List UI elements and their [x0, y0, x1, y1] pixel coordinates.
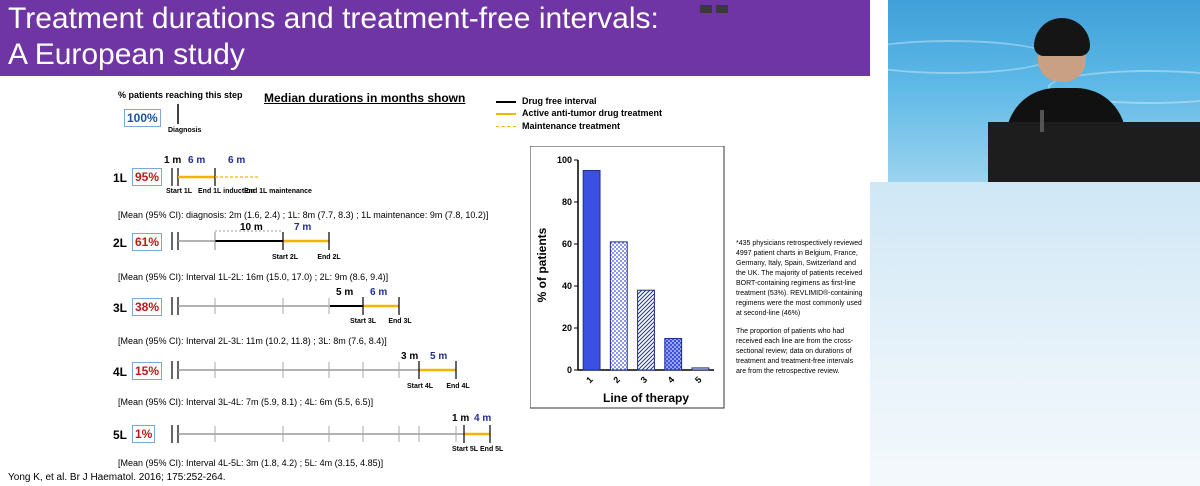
- background-ribbon: [888, 40, 1052, 74]
- y-tick-label: 60: [562, 239, 572, 249]
- legend-line-icon: [496, 126, 516, 128]
- legend-label: Drug free interval: [522, 96, 597, 106]
- row-label-5l: 5L: [113, 428, 128, 442]
- bar-2: [609, 241, 628, 371]
- legend-maintenance: Maintenance treatment: [496, 121, 620, 133]
- speaker-hair: [1034, 18, 1090, 56]
- x-tick-label: 3: [639, 375, 650, 386]
- bar-4: [664, 338, 683, 371]
- tick-label: End 1L maintenance: [244, 188, 312, 195]
- duration-label: 10 m: [240, 222, 263, 233]
- legend-drug-free: Drug free interval: [496, 96, 597, 108]
- x-tick-label: 4: [666, 375, 677, 386]
- duration-label: 5 m: [336, 287, 354, 298]
- duration-label: 7 m: [294, 222, 312, 233]
- pct-3l: 38%: [132, 298, 163, 316]
- mean-ci-5l: [Mean (95% CI): Interval 4L-5L: 3m (1.8,…: [118, 458, 384, 468]
- timeline-5l: [171, 425, 491, 443]
- timeline-3l: [171, 297, 400, 315]
- legend-label: Maintenance treatment: [522, 121, 621, 131]
- tick-label: End 4L: [446, 383, 470, 390]
- pct-5l: 1%: [132, 425, 156, 443]
- tick-label: Start 5L: [452, 446, 479, 453]
- slide-title-line-1: Treatment durations and treatment-free i…: [8, 2, 659, 35]
- x-axis-title: Line of therapy: [603, 391, 689, 405]
- pct-2l: 61%: [132, 233, 163, 251]
- row-label-1l: 1L: [113, 171, 128, 185]
- tick-label: Start 1L: [166, 188, 193, 195]
- pct-1l: 95%: [132, 168, 163, 186]
- slide: Treatment durations and treatment-free i…: [0, 0, 870, 483]
- tick-label: End 2L: [317, 254, 341, 261]
- stage-backdrop: [870, 182, 1200, 486]
- tick-label: Start 2L: [272, 254, 299, 261]
- x-tick-label: 1: [584, 375, 595, 386]
- timeline-2l: [171, 230, 330, 250]
- window-controls: [700, 0, 732, 13]
- x-tick-label: 2: [611, 375, 622, 386]
- duration-label: 4 m: [474, 413, 492, 424]
- control-icon: [700, 5, 712, 13]
- y-tick-label: 0: [567, 365, 572, 375]
- slide-title-line-2: A European study: [8, 38, 245, 71]
- podium: [988, 122, 1200, 182]
- median-label: Median durations in months shown: [264, 91, 466, 105]
- bar-1: [582, 170, 601, 371]
- timeline-1l: [171, 168, 258, 186]
- title-bar: Treatment durations and treatment-free i…: [0, 0, 870, 76]
- speaker-video: [888, 0, 1200, 182]
- timeline-graphic: [171, 104, 491, 443]
- y-axis-title: % of patients: [535, 227, 549, 302]
- duration-label: 3 m: [401, 351, 419, 362]
- background-ribbon: [1048, 70, 1200, 104]
- y-tick-label: 80: [562, 197, 572, 207]
- duration-label: 6 m: [228, 155, 246, 166]
- row-label-3l: 3L: [113, 301, 128, 315]
- tick-label: End 5L: [480, 446, 504, 453]
- footnote-paragraph-1: *435 physicians retrospectively reviewed…: [736, 240, 863, 317]
- duration-label: 1 m: [164, 155, 182, 166]
- x-tick-label: 5: [693, 375, 704, 386]
- bar-5: [691, 367, 710, 371]
- tick-label: End 3L: [388, 318, 412, 325]
- citation: Yong K, et al. Br J Haematol. 2016; 175:…: [8, 472, 226, 483]
- mean-ci-3l: [Mean (95% CI): Interval 2L-3L: 11m (10.…: [118, 336, 387, 346]
- bar-chart: 0 20 40 60 80 100 1 2 3 4 5 Line of therapy % of pat…: [530, 146, 725, 409]
- duration-label: 6 m: [370, 287, 388, 298]
- pct-diagnosis: 100%: [124, 109, 161, 127]
- legend-label: Active anti-tumor drug treatment: [522, 108, 663, 118]
- microphone-icon: [1040, 110, 1044, 132]
- legend-line-icon: [496, 100, 516, 103]
- mean-ci-4l: [Mean (95% CI): Interval 3L-4L: 7m (5.9,…: [118, 397, 374, 407]
- y-tick-label: 40: [562, 281, 572, 291]
- row-label-4l: 4L: [113, 365, 128, 379]
- pct-4l: 15%: [132, 362, 163, 380]
- duration-label: 5 m: [430, 351, 448, 362]
- footnote: *435 physicians retrospectively reviewed…: [736, 239, 864, 385]
- timeline-4l: [171, 361, 457, 379]
- duration-label: 6 m: [188, 155, 206, 166]
- footnote-paragraph-2: The proportion of patients who had recei…: [736, 328, 854, 375]
- tick-label: End 1L induction: [198, 188, 255, 195]
- duration-label: 1 m: [452, 413, 470, 424]
- mean-ci-1l: [Mean (95% CI): diagnosis: 2m (1.6, 2.4)…: [118, 210, 489, 220]
- legend-active: Active anti-tumor drug treatment: [496, 108, 662, 120]
- legend-line-icon: [496, 112, 516, 115]
- pct-header: % patients reaching this step: [118, 90, 243, 100]
- mean-ci-2l: [Mean (95% CI): Interval 1L-2L: 16m (15.…: [118, 272, 389, 282]
- tick-label: Start 3L: [350, 318, 377, 325]
- y-tick-label: 100: [557, 155, 572, 165]
- control-icon: [716, 5, 728, 13]
- diagnosis-label: Diagnosis: [168, 127, 202, 134]
- tick-label: Start 4L: [406, 383, 434, 390]
- row-label-2l: 2L: [113, 236, 128, 250]
- bar-3: [637, 289, 655, 371]
- y-tick-label: 20: [562, 323, 572, 333]
